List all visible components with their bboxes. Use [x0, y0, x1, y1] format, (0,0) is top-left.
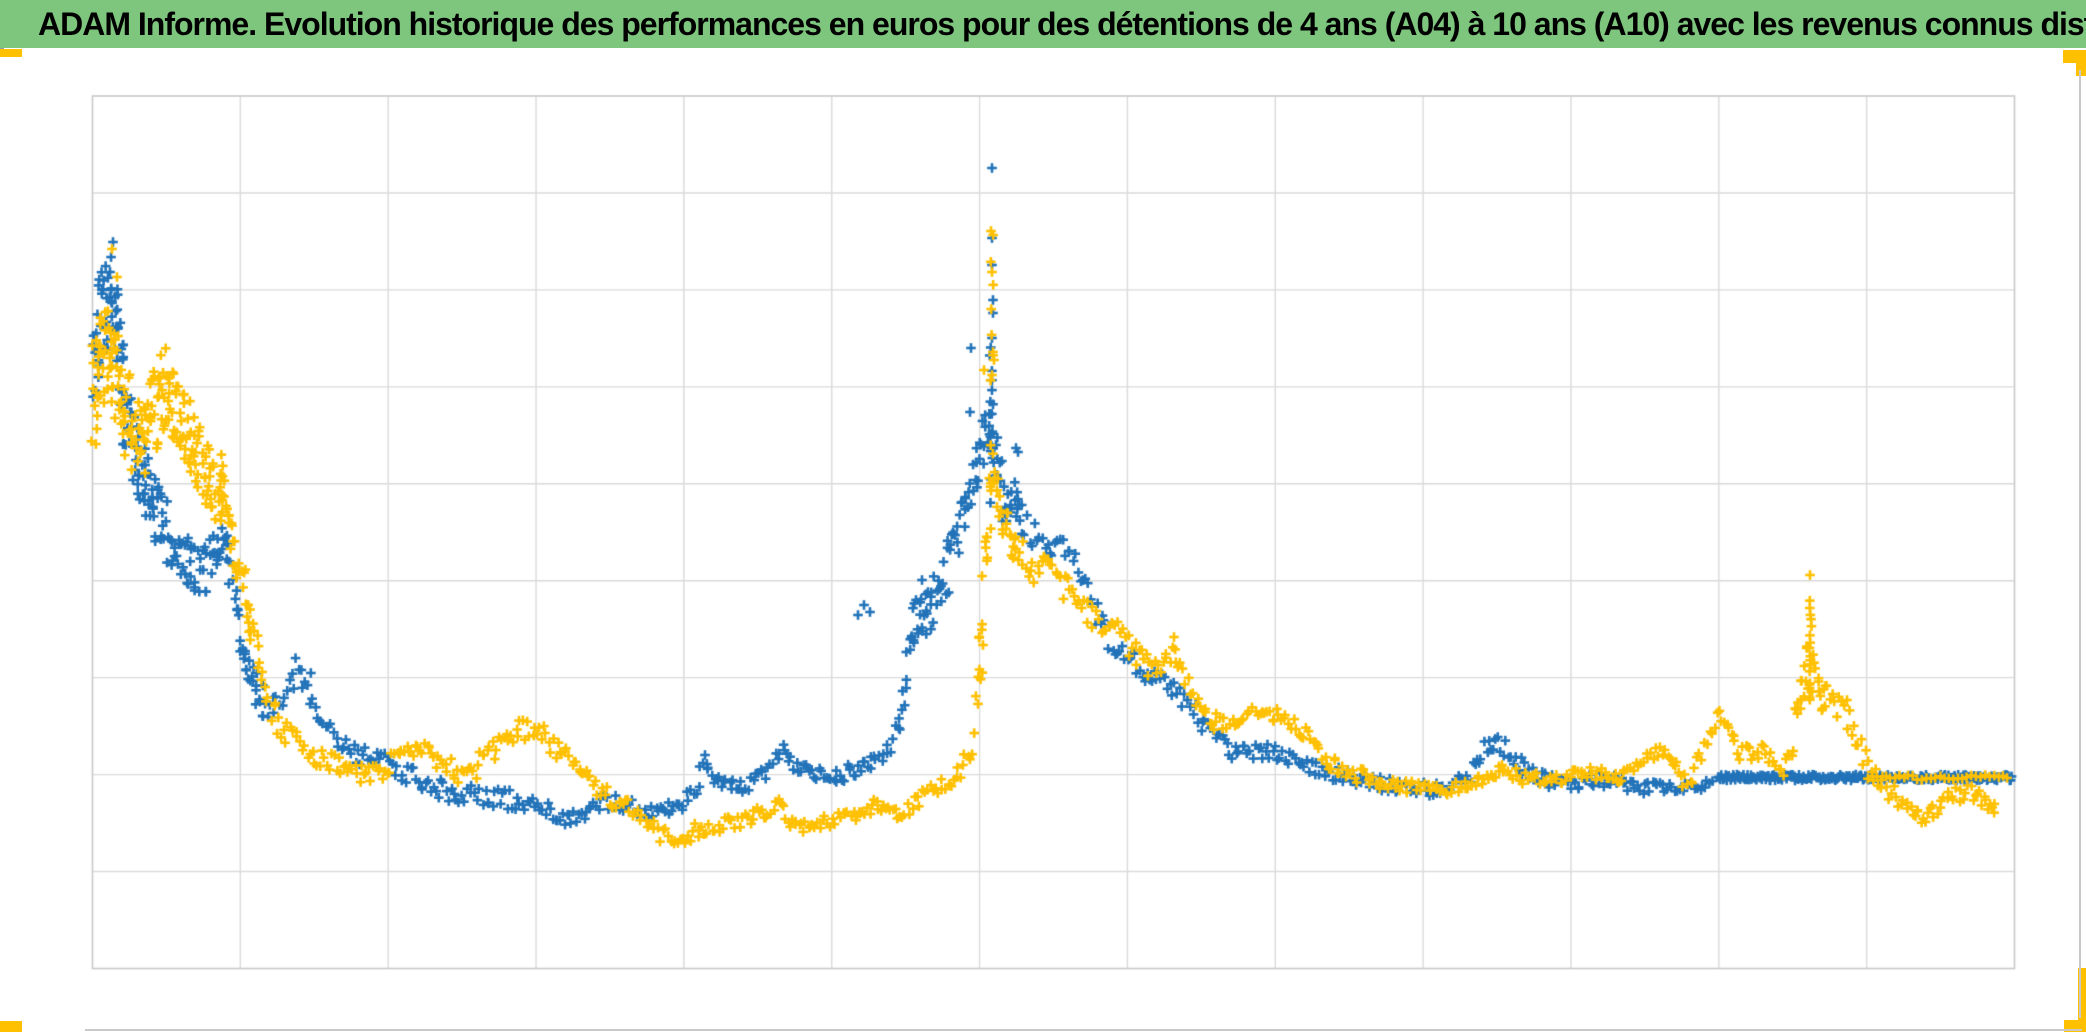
slide-right-edge-line: [2079, 70, 2081, 1018]
accent-bottom-right-yellow-vertical: [2078, 968, 2086, 1032]
accent-bottom-left-yellow: [0, 1021, 22, 1032]
slide-bottom-edge-line: [85, 1029, 2082, 1031]
